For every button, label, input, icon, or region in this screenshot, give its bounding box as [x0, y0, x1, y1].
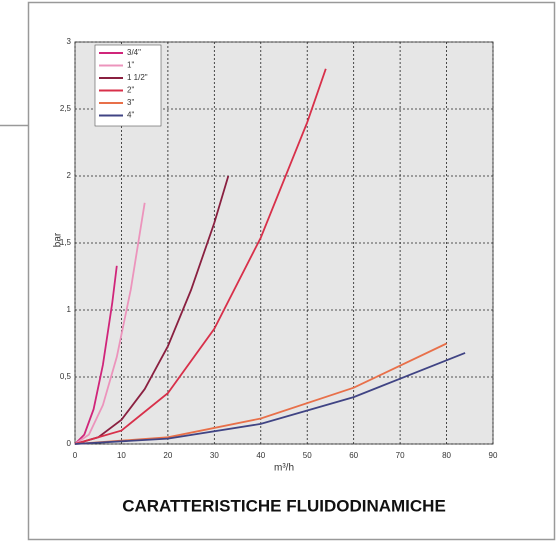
series-line [74, 352, 466, 445]
x-tick-label: 50 [303, 451, 312, 460]
frame [27, 1, 556, 541]
series-line [74, 68, 327, 445]
x-axis-label: m³/h [274, 463, 294, 474]
x-tick-label: 60 [349, 451, 358, 460]
legend-box [94, 44, 162, 127]
x-tick-label: 80 [442, 451, 451, 460]
chart-title: CARATTERISTICHE FLUIDODINAMICHE [122, 496, 446, 515]
series-line [74, 265, 118, 445]
y-axis-label: bar [53, 232, 64, 247]
y-tick-label: 0 [67, 439, 72, 448]
x-tick-label: 20 [163, 451, 172, 460]
legend-label: 3/4" [127, 48, 141, 57]
legend-label: 4" [127, 111, 134, 120]
legend-label: 1 1/2" [127, 73, 148, 82]
x-tick-label: 40 [256, 451, 265, 460]
y-tick-label: 2,5 [60, 104, 72, 113]
x-tick-label: 30 [210, 451, 219, 460]
series-line [74, 202, 146, 445]
legend-label: 2" [127, 86, 134, 95]
x-tick-label: 90 [489, 451, 498, 460]
y-tick-label: 1,5 [60, 238, 72, 247]
x-tick-label: 70 [396, 451, 405, 460]
series-line [74, 175, 230, 445]
y-tick-label: 0,5 [60, 372, 72, 381]
legend-label: 3" [127, 98, 134, 107]
x-tick-label: 0 [73, 451, 78, 460]
y-tick-label: 3 [67, 37, 72, 46]
y-tick-label: 1 [67, 305, 72, 314]
legend-label: 1" [127, 61, 134, 70]
x-tick-label: 10 [117, 451, 126, 460]
y-tick-label: 2 [67, 171, 72, 180]
